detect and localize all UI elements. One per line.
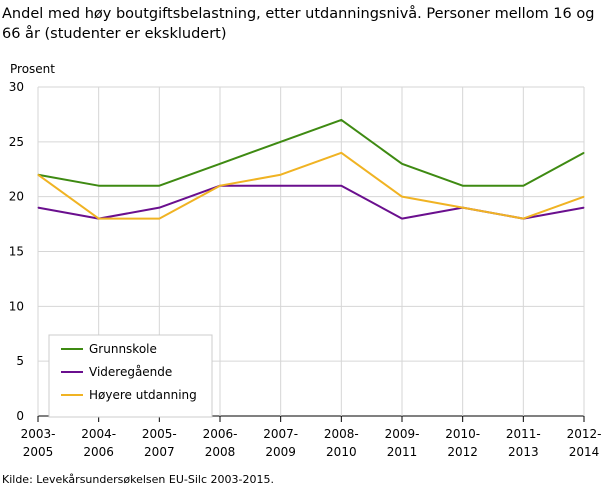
data-point [219, 185, 221, 187]
data-point [522, 218, 524, 220]
series-line-1 [37, 184, 585, 220]
data-point [462, 185, 464, 187]
data-point [158, 207, 160, 209]
series-line-2 [37, 151, 585, 220]
data-point [280, 185, 282, 187]
x-tick-label: 2008-2010 [324, 427, 359, 459]
data-point [280, 141, 282, 143]
x-tick-label: 2012-2014 [567, 427, 602, 459]
legend-label: Videregående [89, 365, 172, 379]
y-tick-label: 10 [9, 299, 24, 313]
y-axis-label: Prosent [10, 62, 55, 76]
data-point [401, 196, 403, 198]
data-point [37, 174, 39, 176]
x-tick-label: 2011-2013 [506, 427, 541, 459]
data-point [583, 152, 585, 154]
data-point [462, 207, 464, 209]
legend-box [48, 334, 213, 418]
x-tick-label: 2006-2008 [203, 427, 238, 459]
y-tick-label: 30 [9, 80, 24, 94]
y-tick-label: 20 [9, 190, 24, 204]
y-tick-label: 5 [16, 354, 24, 368]
x-tick-label: 2010-2012 [445, 427, 480, 459]
chart-title: Andel med høy boutgiftsbelastning, etter… [2, 6, 595, 42]
legend-label: Grunnskole [89, 342, 157, 356]
data-point [280, 174, 282, 176]
data-point [401, 163, 403, 165]
source-note: Kilde: Levekårsundersøkelsen EU-Silc 200… [2, 473, 274, 486]
x-tick-label: 2005-2007 [142, 427, 177, 459]
data-point [340, 119, 342, 121]
y-tick-label: 15 [9, 245, 24, 259]
data-point [158, 185, 160, 187]
data-point [583, 196, 585, 198]
data-point [583, 207, 585, 209]
data-point [522, 185, 524, 187]
data-point [340, 152, 342, 154]
data-point [37, 207, 39, 209]
data-point [98, 218, 100, 220]
y-tick-label: 0 [16, 409, 24, 423]
x-tick-label: 2003-2005 [21, 427, 56, 459]
legend-label: Høyere utdanning [89, 388, 197, 402]
y-tick-label: 25 [9, 135, 24, 149]
x-tick-label: 2007-2009 [263, 427, 298, 459]
data-point [219, 163, 221, 165]
data-point [98, 185, 100, 187]
series-line-0 [37, 118, 585, 187]
data-point [340, 185, 342, 187]
x-tick-label: 2004-2006 [81, 427, 116, 459]
x-tick-label: 2009-2011 [385, 427, 420, 459]
data-point [401, 218, 403, 220]
data-point [158, 218, 160, 220]
